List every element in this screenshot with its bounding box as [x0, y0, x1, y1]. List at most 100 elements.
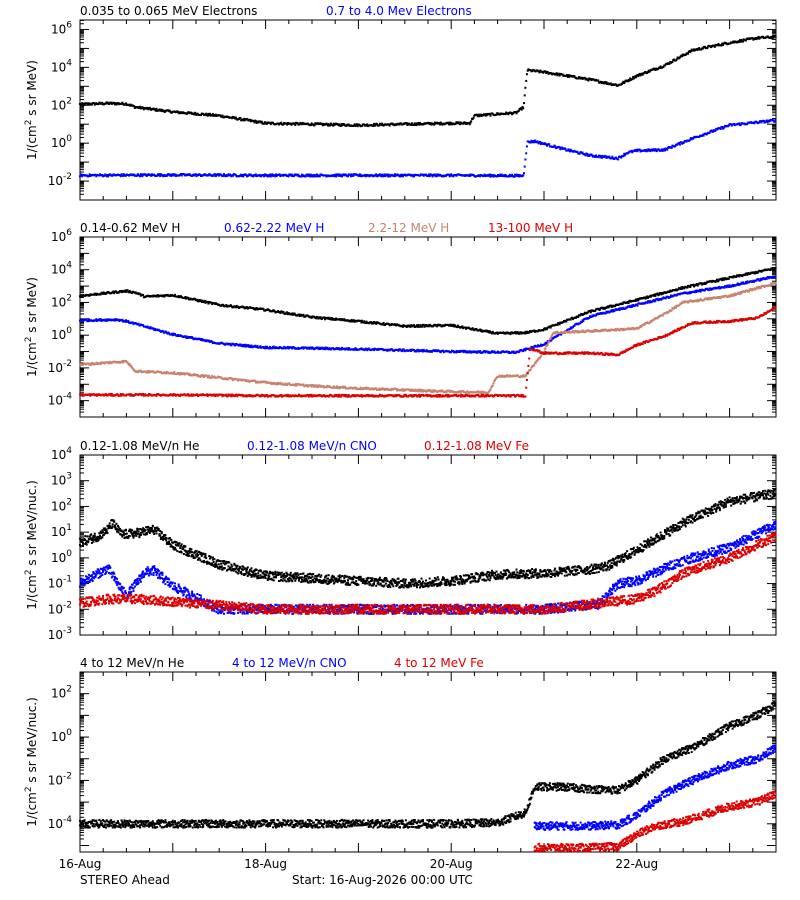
- data-point: [318, 346, 321, 349]
- data-point: [214, 173, 217, 176]
- data-point: [549, 326, 552, 329]
- data-point: [668, 291, 671, 293]
- data-point: [577, 330, 580, 333]
- data-point: [410, 388, 413, 391]
- data-point: [282, 311, 285, 313]
- data-point: [559, 148, 562, 151]
- data-point: [614, 305, 617, 307]
- data-point: [195, 175, 198, 178]
- data-point: [543, 348, 546, 351]
- data-point: [433, 173, 436, 176]
- data-point: [82, 102, 85, 105]
- data-point: [462, 349, 465, 352]
- data-point: [230, 175, 233, 178]
- data-point: [319, 316, 322, 319]
- data-point: [340, 348, 343, 351]
- data-point: [88, 294, 91, 297]
- data-point: [428, 175, 431, 178]
- data-point: [147, 369, 150, 372]
- data-point: [552, 145, 555, 148]
- data-point: [745, 272, 748, 275]
- data-point: [727, 285, 730, 288]
- data-point: [664, 149, 666, 152]
- data-point: [168, 332, 171, 335]
- data-point: [310, 316, 313, 319]
- data-point: [422, 350, 424, 353]
- data-point: [730, 124, 733, 127]
- data-point: [286, 311, 289, 314]
- data-point: [263, 347, 266, 350]
- data-point: [501, 374, 504, 377]
- data-point: [774, 118, 777, 121]
- data-point: [335, 175, 338, 178]
- data-point: [769, 269, 772, 271]
- data-point: [517, 331, 519, 334]
- data-point: [269, 346, 272, 348]
- data-point: [142, 108, 145, 111]
- data-point: [95, 294, 98, 296]
- data-point: [718, 285, 721, 288]
- data-point: [163, 295, 166, 298]
- data-point: [224, 343, 227, 346]
- data-point: [364, 174, 367, 176]
- data-point: [333, 175, 336, 178]
- data-point: [375, 173, 378, 176]
- data-point: [719, 127, 722, 130]
- data-point: [366, 123, 369, 126]
- data-point: [654, 148, 657, 151]
- data-point: [149, 326, 152, 329]
- data-point: [600, 155, 603, 158]
- data-point: [421, 349, 424, 351]
- data-point: [332, 122, 335, 125]
- data-point: [325, 386, 328, 389]
- data-point: [774, 267, 777, 269]
- data-point: [317, 317, 320, 320]
- data-point: [520, 107, 522, 110]
- data-point: [482, 174, 485, 177]
- data-point: [728, 284, 731, 287]
- data-point: [295, 384, 298, 387]
- data-point: [496, 112, 499, 115]
- data-point: [450, 173, 453, 176]
- data-point: [249, 344, 251, 347]
- data-point: [417, 388, 420, 391]
- data-point: [410, 350, 413, 352]
- data-point: [115, 290, 118, 293]
- data-point: [309, 173, 312, 176]
- data-point: [599, 330, 602, 333]
- data-point: [586, 153, 589, 155]
- data-point: [738, 122, 741, 125]
- data-point: [556, 323, 559, 326]
- data-point: [286, 123, 289, 126]
- data-point: [102, 291, 105, 294]
- data-point: [450, 351, 453, 353]
- data-point: [243, 343, 246, 346]
- data-point: [579, 322, 582, 325]
- data-point: [706, 287, 709, 290]
- data-point: [549, 337, 552, 340]
- data-point: [254, 173, 257, 176]
- data-point: [514, 331, 516, 334]
- series-1-1: [79, 35, 777, 128]
- data-point: [709, 287, 712, 290]
- data-point: [152, 370, 155, 373]
- data-point: [603, 81, 606, 83]
- data-point: [350, 320, 352, 323]
- data-point: [171, 332, 174, 335]
- data-point: [517, 109, 520, 112]
- data-point: [720, 277, 723, 280]
- data-point: [240, 173, 243, 176]
- data-point: [200, 301, 203, 303]
- data-point: [338, 123, 341, 126]
- data-point: [742, 281, 744, 284]
- data-point: [106, 174, 109, 176]
- data-point: [489, 388, 492, 391]
- data-point: [230, 305, 233, 308]
- data-point: [529, 369, 532, 372]
- data-point: [192, 374, 195, 377]
- data-point: [315, 385, 318, 388]
- data-point: [661, 148, 663, 151]
- data-point: [89, 362, 92, 365]
- data-point: [592, 330, 595, 333]
- data-point: [80, 173, 83, 176]
